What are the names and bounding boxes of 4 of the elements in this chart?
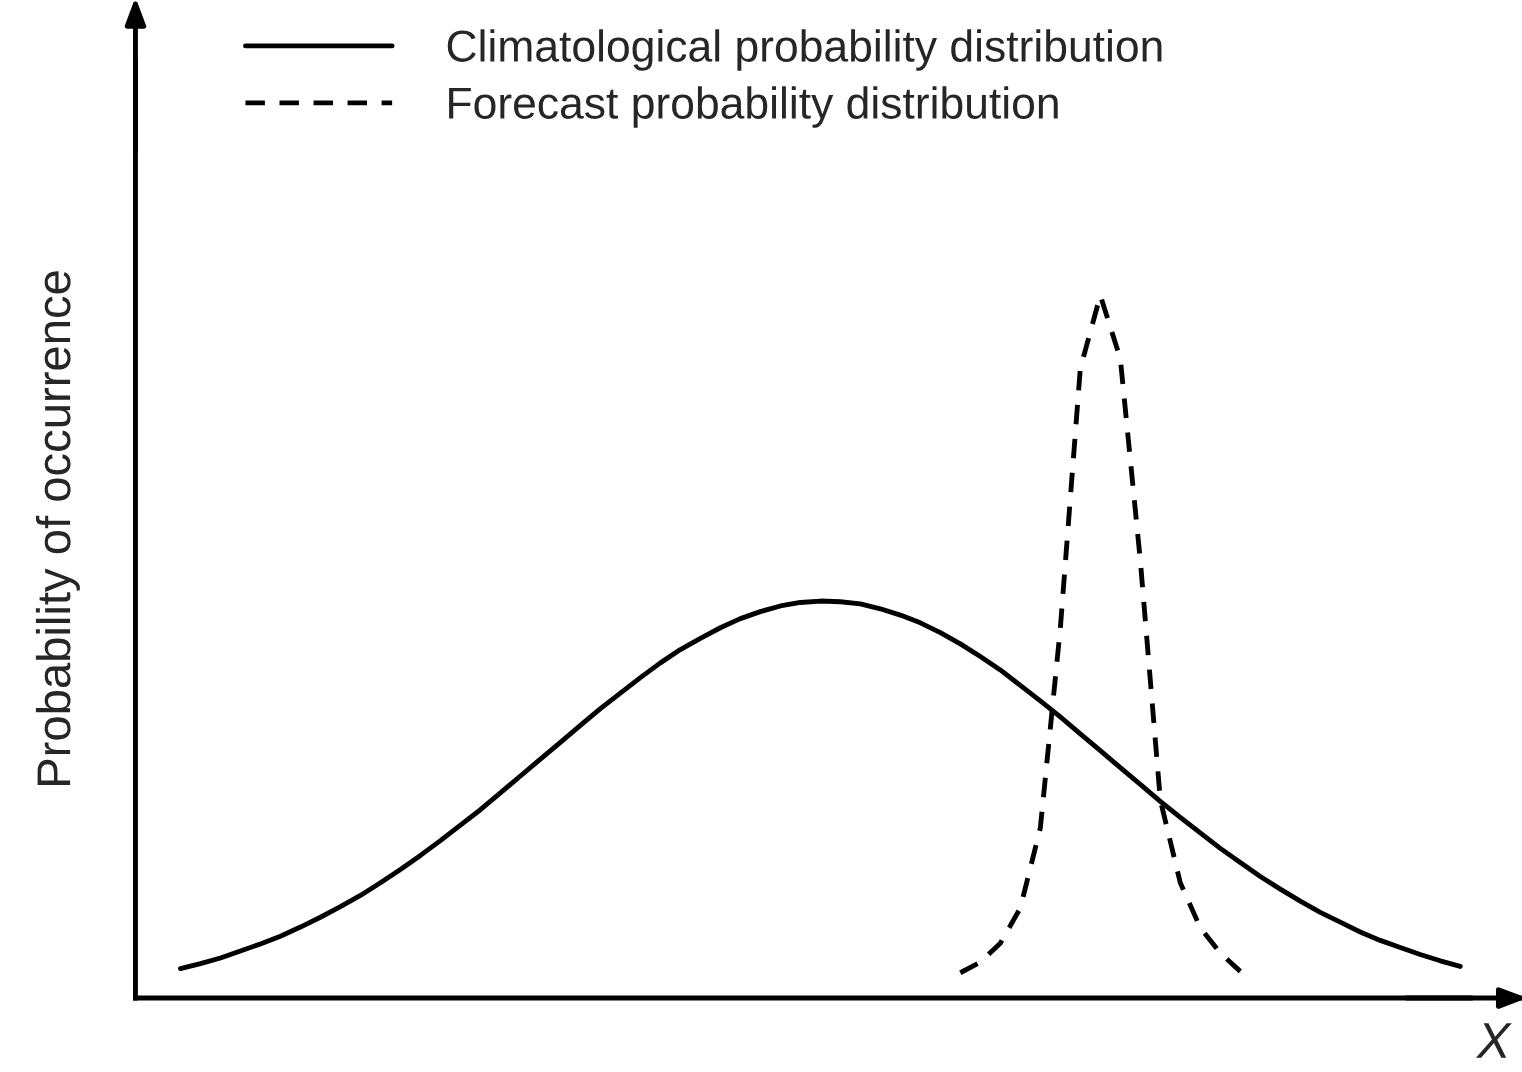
legend-label: Climatological probability distribution bbox=[447, 29, 1162, 71]
y-axis-title: Probability of occurrence bbox=[35, 271, 80, 785]
x-axis-title: X bbox=[1475, 1023, 1512, 1058]
legend-label: Forecast probability distribution bbox=[449, 86, 1058, 128]
